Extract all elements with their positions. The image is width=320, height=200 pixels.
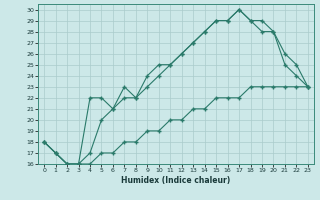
X-axis label: Humidex (Indice chaleur): Humidex (Indice chaleur) [121,176,231,185]
